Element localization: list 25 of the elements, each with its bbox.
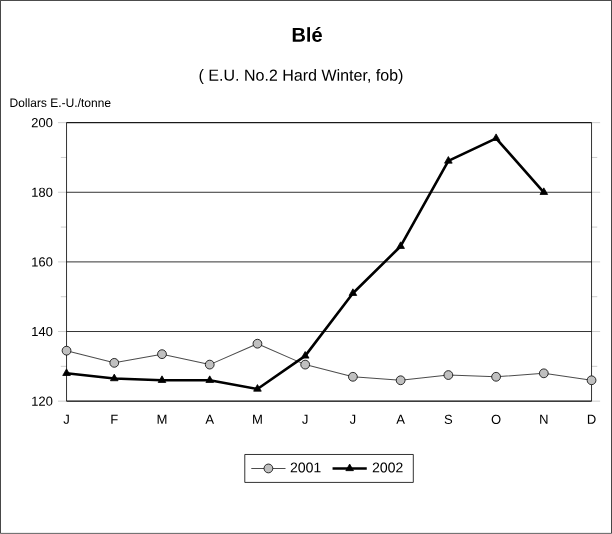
point [205, 375, 214, 383]
point [396, 241, 405, 249]
point [62, 368, 71, 376]
point [300, 359, 310, 370]
point [491, 133, 501, 142]
point [157, 349, 167, 360]
point [252, 339, 263, 349]
point [491, 372, 501, 382]
point [157, 375, 167, 383]
point [204, 359, 215, 370]
chart-title: Blé [292, 27, 322, 42]
point [443, 370, 454, 380]
point [539, 368, 549, 379]
point [61, 345, 72, 356]
point [348, 372, 358, 382]
point [348, 288, 358, 296]
point [109, 358, 120, 368]
point [444, 156, 453, 164]
point [586, 375, 597, 386]
point [110, 373, 119, 382]
chart-subtitle: ( E.U. No.2 Hard Winter, fob) [199, 69, 403, 85]
point [253, 384, 262, 392]
point [300, 351, 310, 359]
point [395, 375, 406, 386]
point [539, 187, 549, 195]
